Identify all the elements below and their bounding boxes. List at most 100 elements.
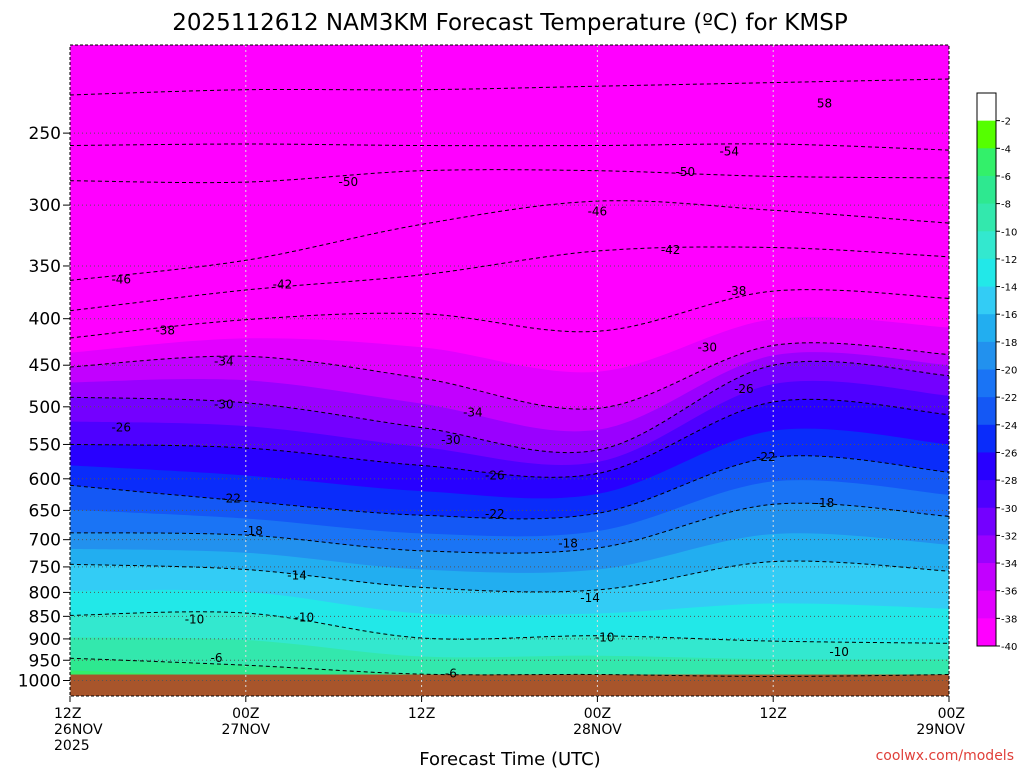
y-tick-label: 300 <box>29 196 61 216</box>
colorbar-label: -14 <box>1001 283 1017 294</box>
colorbar-label: -40 <box>1001 642 1017 653</box>
colorbar-swatch <box>977 203 996 232</box>
colorbar-legend: -2 -4 -6 -8 -10 -12 -14 -16 -18 -20 -22 -24 -26 -28 -3… <box>976 92 1017 653</box>
contour-label: -26 <box>734 382 754 396</box>
contour-label: -30 <box>214 397 234 411</box>
temperature-field <box>70 45 949 696</box>
colorbar-label: -30 <box>1001 504 1017 515</box>
contour-label: -38 <box>727 284 747 298</box>
colorbar-label: -10 <box>1001 227 1017 238</box>
contour-label: -50 <box>675 165 695 179</box>
contour-label: -42 <box>661 243 681 257</box>
colorbar-label: -20 <box>1001 366 1017 377</box>
colorbar-label: -2 <box>1001 117 1011 128</box>
y-tick-label: 650 <box>29 501 61 521</box>
chart-title: 2025112612 NAM3KM Forecast Temperature (… <box>172 10 848 36</box>
contour-label: -10 <box>185 613 205 627</box>
colorbar-label: -26 <box>1001 448 1017 459</box>
contour-label: -18 <box>243 524 263 538</box>
colorbar-swatch <box>977 175 996 205</box>
contour-label: -6 <box>445 666 457 680</box>
colorbar-label: -28 <box>1001 476 1017 487</box>
y-tick-label: 400 <box>29 310 61 330</box>
y-tick-label: 1000 <box>18 672 61 692</box>
contour-label: -34 <box>214 355 234 369</box>
x-tick-label: 12Z <box>408 706 435 722</box>
isotherm-line <box>70 289 949 339</box>
contour-label: -14 <box>287 568 307 582</box>
colorbar-swatch <box>977 286 996 315</box>
x-tick-label: 2025 <box>54 738 90 754</box>
contour-label: -22 <box>756 450 776 464</box>
colorbar-swatch <box>977 618 996 647</box>
x-tick-label: 00Z <box>232 706 259 722</box>
x-axis-title: Forecast Time (UTC) <box>419 749 600 768</box>
colorbar-swatch <box>977 231 996 260</box>
contour-label: -54 <box>719 145 739 159</box>
x-tick-label: 12Z <box>759 706 786 722</box>
x-tick-label: 12Z <box>54 706 81 722</box>
contour-label: -30 <box>697 340 717 354</box>
colorbar-label: -24 <box>1001 421 1017 432</box>
colorbar-swatch <box>977 397 996 426</box>
contour-label: -50 <box>339 175 359 189</box>
contour-label: -10 <box>829 645 849 659</box>
isotherm-line <box>70 398 949 478</box>
colorbar-label: -4 <box>1001 144 1011 155</box>
isotherm-line <box>70 360 949 454</box>
contour-label: -6 <box>211 651 223 665</box>
colorbar-swatch <box>977 93 996 122</box>
colorbar-label: -12 <box>1001 255 1017 266</box>
contour-label: -18 <box>558 537 578 551</box>
contour-label: -18 <box>815 496 835 510</box>
colorbar-swatch <box>977 480 996 509</box>
contour-label: -26 <box>111 421 131 435</box>
isotherm-line <box>70 560 949 593</box>
x-tick-label: 29NOV <box>916 722 965 738</box>
credit-text: coolwx.com/models <box>876 748 1014 764</box>
y-tick-label: 450 <box>29 356 61 376</box>
y-tick-label: 600 <box>29 470 61 490</box>
contour-label: -22 <box>221 492 241 506</box>
contour-label: 58 <box>817 97 832 111</box>
x-tick-label: 27NOV <box>221 722 270 738</box>
colorbar-swatch <box>977 452 996 481</box>
x-tick-label: 28NOV <box>573 722 622 738</box>
isotherm-line <box>70 342 949 410</box>
y-tick-label: 800 <box>29 583 61 603</box>
colorbar-swatch <box>977 148 996 177</box>
colorbar-label: -32 <box>1001 531 1017 542</box>
colorbar-swatch <box>977 590 996 619</box>
x-tick-label: 00Z <box>584 706 611 722</box>
colorbar-swatch <box>977 563 996 592</box>
contour-label: -46 <box>588 205 608 219</box>
contour-label: -22 <box>485 507 505 521</box>
contour-label: -30 <box>441 433 461 447</box>
y-tick-label: 950 <box>29 651 61 671</box>
colorbar-swatch <box>977 507 996 536</box>
y-tick-label: 350 <box>29 257 61 277</box>
contour-label: -10 <box>295 611 315 625</box>
colorbar-swatch <box>977 535 996 564</box>
colorbar-label: -8 <box>1001 200 1011 211</box>
y-tick-label: 850 <box>29 607 61 627</box>
isotherm-line <box>70 200 949 281</box>
colorbar-label: -22 <box>1001 393 1017 404</box>
contour-label: -14 <box>580 591 600 605</box>
y-tick-label: 500 <box>29 398 61 418</box>
x-tick-label: 26NOV <box>54 722 103 738</box>
colorbar-swatch <box>977 424 996 453</box>
contour-label: -38 <box>155 323 175 337</box>
ground-surface <box>70 674 949 696</box>
contour-label: -10 <box>595 631 615 645</box>
contour-label: -46 <box>111 272 131 286</box>
colorbar-swatch <box>977 120 996 149</box>
colorbar-swatch <box>977 341 996 370</box>
colorbar-label: -16 <box>1001 310 1017 321</box>
isotherm-line <box>70 611 949 644</box>
contour-label: -26 <box>485 469 505 483</box>
pressure-axis: 250 300 350 400 450 500 550 600 650 700 750 800 850 9… <box>18 124 70 692</box>
colorbar-swatch <box>977 314 996 343</box>
